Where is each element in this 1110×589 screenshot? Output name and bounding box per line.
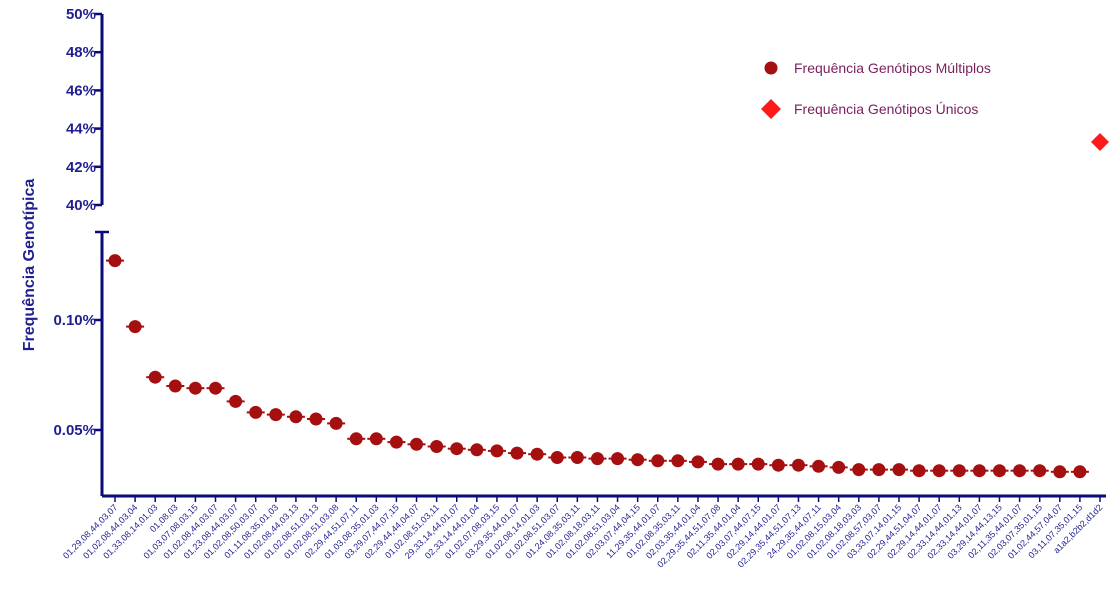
data-point-multiple: [852, 463, 866, 477]
data-point-multiple: [209, 381, 223, 395]
y-tick-label: 50%: [66, 6, 96, 23]
data-point-multiple: [510, 446, 524, 460]
data-point-multiple: [550, 451, 564, 464]
data-point-unique: [1091, 132, 1109, 151]
data-point-multiple: [932, 464, 946, 478]
data-point-multiple: [470, 443, 484, 457]
legend-item-unique: Frequência Genótipos Únicos: [760, 99, 991, 119]
data-point-multiple: [892, 463, 906, 477]
data-point-multiple: [992, 464, 1006, 478]
data-point-multiple: [711, 457, 725, 471]
data-point-multiple: [812, 459, 826, 473]
data-point-multiple: [631, 453, 645, 467]
data-point-multiple: [108, 254, 122, 268]
data-point-multiple: [369, 432, 383, 446]
y-tick-label: 0.05%: [53, 422, 96, 439]
data-point-multiple: [611, 452, 625, 466]
data-point-multiple: [751, 457, 765, 471]
data-point-multiple: [952, 464, 966, 478]
data-point-multiple: [972, 464, 986, 478]
y-tick-label: 42%: [66, 159, 96, 176]
data-point-multiple: [872, 463, 886, 477]
data-point-multiple: [1073, 465, 1087, 479]
data-point-multiple: [832, 460, 846, 474]
y-axis-title: Frequência Genotípica: [21, 178, 38, 352]
legend-diamond-icon: [760, 99, 782, 119]
y-tick-label: 40%: [66, 197, 96, 214]
y-tick-label: 46%: [66, 82, 96, 99]
data-point-multiple: [289, 410, 303, 424]
data-point-multiple: [1053, 465, 1067, 479]
data-point-multiple: [570, 451, 584, 464]
y-tick-label: 44%: [66, 121, 96, 138]
data-point-multiple: [249, 405, 263, 419]
legend-label-multiple: Frequência Genótipos Múltiplos: [794, 60, 991, 76]
data-point-multiple: [269, 408, 283, 422]
data-point-multiple: [349, 432, 363, 446]
data-point-multiple: [389, 435, 403, 449]
legend: Frequência Genótipos Múltiplos Frequênci…: [760, 58, 991, 140]
legend-item-multiple: Frequência Genótipos Múltiplos: [760, 58, 991, 78]
data-point-multiple: [671, 454, 685, 468]
y-tick-label: 48%: [66, 44, 96, 61]
data-point-multiple: [490, 444, 504, 458]
y-axis-title-container: Frequência Genotípica: [10, 0, 50, 589]
data-point-multiple: [229, 394, 243, 408]
legend-circle-icon: [760, 58, 782, 78]
data-point-multiple: [329, 416, 343, 430]
data-point-multiple: [1013, 464, 1027, 478]
data-point-multiple: [410, 437, 424, 451]
data-point-multiple: [791, 458, 805, 472]
data-point-multiple: [912, 464, 926, 478]
data-point-multiple: [148, 370, 162, 384]
y-tick-label: 0.10%: [53, 312, 96, 329]
data-point-multiple: [168, 379, 182, 393]
data-point-multiple: [691, 455, 705, 469]
data-point-multiple: [309, 412, 323, 426]
data-point-multiple: [590, 452, 604, 466]
data-point-multiple: [450, 442, 464, 456]
data-point-multiple: [430, 440, 444, 453]
data-point-multiple: [530, 447, 544, 461]
legend-label-unique: Frequência Genótipos Únicos: [794, 101, 979, 117]
data-point-multiple: [1033, 464, 1047, 478]
data-point-multiple: [128, 320, 142, 334]
data-point-multiple: [188, 381, 202, 395]
data-point-multiple: [651, 454, 665, 468]
data-point-multiple: [731, 457, 745, 471]
data-point-multiple: [771, 458, 785, 472]
